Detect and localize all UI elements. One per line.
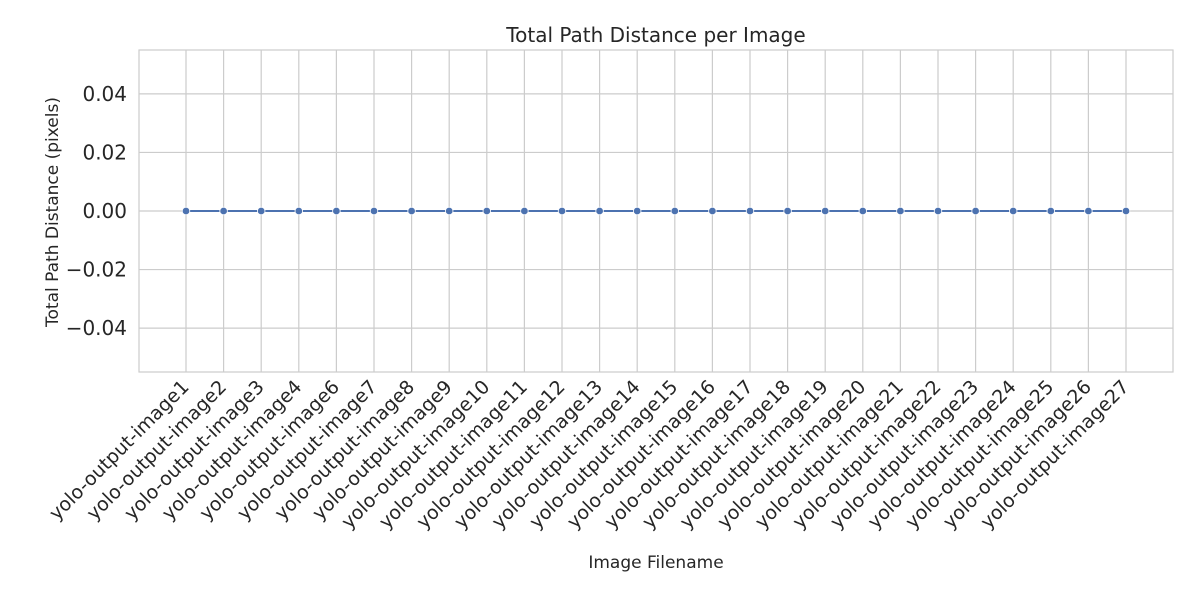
data-point — [896, 206, 905, 216]
data-point — [482, 206, 491, 216]
data-point — [369, 206, 379, 216]
data-point — [1009, 206, 1018, 216]
y-axis-ticks: −0.04 −0.02 0.00 0.02 0.04 — [66, 82, 127, 340]
data-point — [219, 206, 228, 216]
data-point — [858, 206, 867, 216]
data-point — [332, 206, 341, 216]
data-point — [821, 206, 830, 216]
series-layer — [181, 206, 1131, 216]
data-point — [633, 206, 642, 216]
data-point — [1084, 206, 1093, 216]
data-point — [445, 206, 454, 216]
data-point — [745, 206, 755, 216]
y-tick-label: 0.00 — [82, 199, 127, 223]
y-axis-label: Total Path Distance (pixels) — [43, 97, 63, 328]
y-tick-label: 0.04 — [82, 82, 127, 106]
data-point — [933, 206, 943, 216]
chart-title: Total Path Distance per Image — [505, 23, 805, 47]
data-point — [708, 206, 717, 216]
data-point — [407, 206, 416, 216]
data-point — [1121, 206, 1131, 216]
data-point — [595, 206, 604, 216]
y-tick-label: −0.02 — [66, 258, 127, 282]
data-point — [971, 206, 980, 216]
data-point — [557, 206, 567, 216]
data-point — [294, 206, 303, 216]
data-point — [670, 206, 679, 216]
x-axis-ticks: yolo-output-image1yolo-output-image2yolo… — [45, 376, 1134, 533]
y-tick-label: −0.04 — [66, 316, 127, 340]
x-axis-label: Image Filename — [588, 553, 723, 573]
y-tick-label: 0.02 — [82, 140, 127, 164]
data-point — [520, 206, 529, 216]
plot-area-frame — [138, 49, 1174, 373]
data-point — [181, 206, 191, 216]
data-point — [257, 206, 266, 216]
data-point — [783, 206, 792, 216]
data-point — [1046, 206, 1055, 216]
